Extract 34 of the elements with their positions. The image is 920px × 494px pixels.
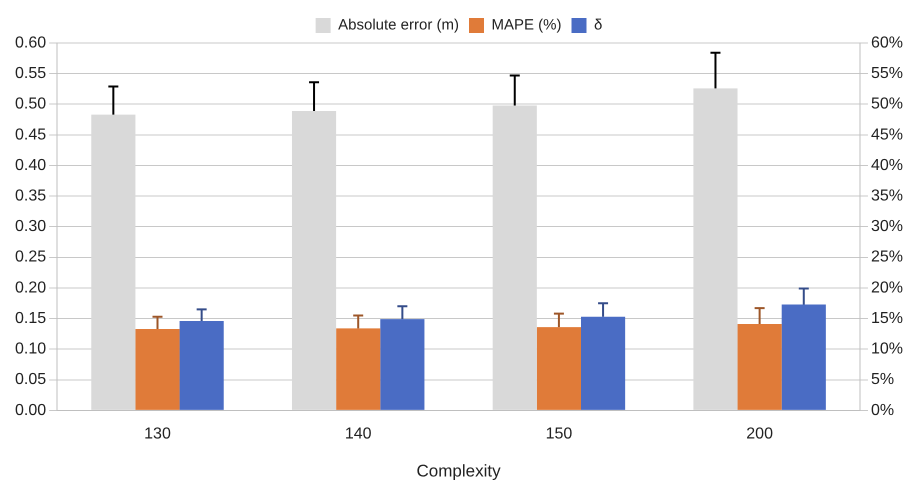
y2-tick-label: 15% [870, 310, 904, 327]
legend-label: MAPE (%) [492, 16, 562, 34]
y-tick-label: 0.30 [15, 218, 46, 236]
y-tick-label: 0.05 [15, 371, 46, 388]
y2-tick-label: 0% [870, 402, 894, 419]
y2-tick-label: 25% [870, 248, 904, 266]
y-tick-label: 0.20 [15, 279, 46, 296]
x-tick-label: 150 [546, 425, 572, 442]
y-tick-label: 0.40 [15, 156, 46, 174]
y-tick-label: 0.55 [15, 65, 46, 82]
y2-tick-label: 55% [870, 65, 904, 82]
x-tick-label: 130 [144, 425, 171, 442]
legend-label: Absolute error (m) [338, 16, 460, 34]
x-axis-title: Complexity [416, 461, 502, 480]
y-tick-label: 0.10 [15, 340, 46, 358]
y-tick-label: 0.15 [15, 310, 46, 327]
y-tick-label: 0.45 [15, 126, 46, 144]
y2-tick-label: 40% [870, 156, 904, 174]
y2-tick-label: 45% [870, 126, 904, 144]
y2-tick-label: 20% [870, 279, 904, 296]
y-tick-label: 0.35 [15, 187, 46, 204]
y2-tick-label: 50% [870, 96, 904, 113]
x-tick-label: 140 [344, 425, 372, 442]
y-tick-label: 0.25 [15, 248, 46, 266]
legend-label: δ [594, 16, 602, 34]
y2-tick-label: 60% [870, 34, 904, 52]
y-tick-label: 0.50 [15, 96, 46, 113]
y-tick-label: 0.00 [15, 402, 46, 419]
y2-tick-label: 30% [870, 218, 904, 236]
y2-tick-label: 10% [870, 340, 904, 358]
y2-tick-label: 35% [870, 187, 904, 204]
y2-tick-label: 5% [870, 371, 894, 388]
x-tick-label: 200 [746, 425, 774, 442]
y-tick-label: 0.60 [15, 34, 46, 52]
